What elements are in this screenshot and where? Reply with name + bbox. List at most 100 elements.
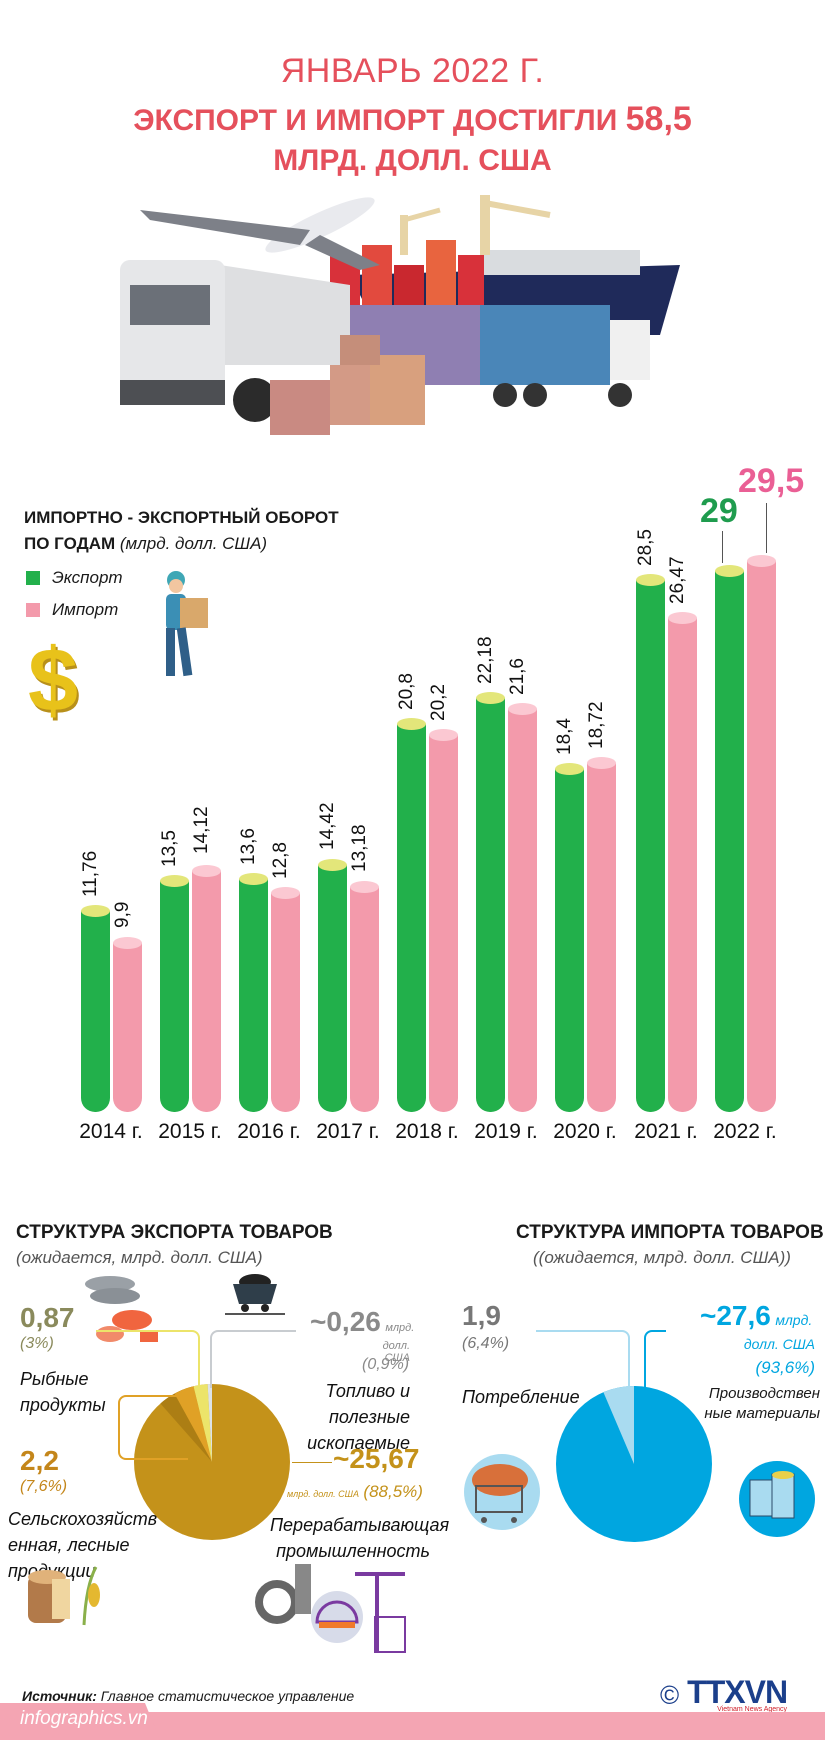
footer-tab bbox=[0, 1703, 160, 1740]
production-pct: (93,6%) bbox=[755, 1358, 815, 1377]
manuf-pct: (88,5%) bbox=[363, 1482, 423, 1501]
production-label-2: ные материалы bbox=[704, 1405, 820, 1422]
fish-label-2: продукты bbox=[20, 1395, 106, 1415]
fuel-unit-2: долл. США bbox=[382, 1340, 410, 1364]
value-label: 12,8 bbox=[270, 842, 291, 879]
import-pie-chart bbox=[556, 1386, 712, 1542]
value-label: 14,42 bbox=[317, 802, 338, 850]
import-structure-subtitle: ((ожидается, млрд. долл. США)) bbox=[533, 1248, 791, 1267]
manuf-label-1: Перерабатывающая bbox=[270, 1515, 450, 1535]
export-swatch-icon bbox=[26, 571, 40, 585]
header-unit: МЛРД. ДОЛЛ. США bbox=[273, 144, 552, 177]
bar-import-2016 bbox=[271, 887, 300, 1112]
bar-import-2014 bbox=[113, 937, 142, 1112]
fuel-label-2: полезные bbox=[328, 1407, 410, 1427]
consumption-value: 1,9 bbox=[462, 1300, 501, 1331]
headline-value: 58,5 bbox=[625, 100, 692, 138]
year-label: 2020 г. bbox=[553, 1120, 617, 1143]
value-label: 9,9 bbox=[112, 901, 133, 928]
value-label: 20,8 bbox=[396, 673, 417, 710]
year-label: 2014 г. bbox=[79, 1120, 143, 1143]
industry-icon bbox=[255, 1564, 406, 1653]
export-structure-title: СТРУКТУРА ЭКСПОРТА ТОВАРОВ bbox=[16, 1222, 333, 1243]
consumption-label: Потребление bbox=[462, 1387, 580, 1407]
bar-export-2014 bbox=[81, 905, 110, 1112]
connector-agri bbox=[118, 1395, 188, 1460]
turnover-title-line1: ИМПОРТНО - ЭКСПОРТНЫЙ ОБОРОТ bbox=[24, 508, 339, 527]
worker-carrying-boxes-icon bbox=[166, 571, 208, 677]
bar-export-2018 bbox=[397, 718, 426, 1112]
value-label: 13,5 bbox=[159, 830, 180, 867]
bar-export-2019 bbox=[476, 692, 505, 1112]
coal-cart-icon bbox=[225, 1274, 285, 1315]
connector-fuel bbox=[210, 1330, 296, 1388]
fish-label: Рыбные продукты bbox=[20, 1366, 106, 1418]
airplane-icon bbox=[140, 197, 380, 270]
bar-import-2017 bbox=[350, 881, 379, 1112]
value-label: 18,72 bbox=[586, 701, 607, 749]
highlight-export-2022: 29 bbox=[700, 492, 738, 530]
fuel-value-block: ~0,26 млрд. bbox=[310, 1306, 414, 1338]
year-label: 2021 г. bbox=[634, 1120, 698, 1143]
legend-import: Импорт bbox=[26, 600, 118, 620]
fuel-label-3: ископаемые bbox=[307, 1433, 410, 1453]
production-value: ~27,6 bbox=[700, 1300, 771, 1331]
callout-line bbox=[722, 531, 723, 563]
manuf-label: Перерабатывающая промышленность bbox=[270, 1512, 450, 1564]
value-label: 13,6 bbox=[238, 828, 259, 865]
headline-text: ЭКСПОРТ И ИМПОРТ ДОСТИГЛИ bbox=[133, 104, 626, 137]
wood-rice-icon bbox=[28, 1566, 100, 1626]
fuel-unit-1: млрд. bbox=[385, 1322, 415, 1334]
source-label: Источник: bbox=[22, 1688, 97, 1704]
production-unit-2: долл. США bbox=[743, 1336, 815, 1352]
header-headline: ЭКСПОРТ И ИМПОРТ ДОСТИГЛИ 58,5 bbox=[0, 100, 825, 139]
callout-line bbox=[766, 503, 767, 553]
export-structure-subtitle: (ожидается, млрд. долл. США) bbox=[16, 1248, 263, 1267]
fuel-label: Топливо и полезные ископаемые bbox=[300, 1378, 410, 1456]
year-label: 2015 г. bbox=[158, 1120, 222, 1143]
header-date: ЯНВАРЬ 2022 Г. bbox=[280, 52, 545, 90]
manuf-unit: млрд. долл. США bbox=[287, 1489, 359, 1499]
fish-label-1: Рыбные bbox=[20, 1369, 89, 1389]
pie-slice-agri-shade bbox=[160, 1386, 212, 1462]
import-swatch-icon bbox=[26, 603, 40, 617]
bar-import-2018 bbox=[429, 729, 458, 1112]
production-value-block: ~27,6 млрд. bbox=[700, 1300, 812, 1332]
consumption-pct: (6,4%) bbox=[462, 1335, 510, 1352]
copyright-icon: © bbox=[660, 1680, 680, 1710]
turnover-chart-title: ИМПОРТНО - ЭКСПОРТНЫЙ ОБОРОТ ПО ГОДАМ (м… bbox=[24, 505, 339, 557]
source-text: Главное статистическое управление bbox=[96, 1688, 355, 1704]
fuel-value: ~0,26 bbox=[310, 1306, 381, 1337]
turnover-title-by-years: ПО ГОДАМ bbox=[24, 534, 120, 553]
manuf-value: ~25,67 bbox=[333, 1443, 420, 1474]
connector-fish bbox=[96, 1330, 200, 1388]
turnover-title-line2: ПО ГОДАМ (млрд. долл. США) bbox=[24, 531, 339, 557]
production-label-1: Производствен bbox=[708, 1385, 820, 1402]
import-structure-title: СТРУКТУРА ИМПОРТА ТОВАРОВ bbox=[516, 1222, 824, 1243]
pie-slice-fish bbox=[193, 1384, 212, 1462]
materials-rolls-icon bbox=[739, 1461, 815, 1537]
connector-consumption bbox=[536, 1330, 630, 1387]
source-note: Источник: Главное статистическое управле… bbox=[22, 1688, 354, 1704]
legend-export: Экспорт bbox=[26, 568, 123, 588]
legend-import-label: Импорт bbox=[52, 600, 119, 619]
brand-block: TTXVN Vietnam News Agency bbox=[687, 1676, 788, 1713]
pie-slice-fuel bbox=[207, 1384, 212, 1462]
value-label: 13,18 bbox=[349, 824, 370, 872]
bar-import-2022 bbox=[747, 555, 776, 1112]
manuf-label-2: промышленность bbox=[276, 1541, 430, 1561]
value-label: 21,6 bbox=[507, 658, 528, 695]
fish-value: 0,87 bbox=[20, 1302, 75, 1333]
site-link[interactable]: infographics.vn bbox=[20, 1708, 148, 1729]
bar-import-2020 bbox=[587, 757, 616, 1112]
legend-export-label: Экспорт bbox=[52, 568, 123, 587]
bar-export-2022 bbox=[715, 565, 744, 1112]
bar-export-2016 bbox=[239, 873, 268, 1112]
ttxvn-logo: © TTXVN Vietnam News Agency bbox=[660, 1676, 788, 1713]
value-label: 22,18 bbox=[475, 636, 496, 684]
fuel-pct: (0,9%) bbox=[362, 1356, 410, 1373]
year-label: 2019 г. bbox=[474, 1120, 538, 1143]
boxes-icon bbox=[270, 335, 425, 435]
bar-import-2015 bbox=[192, 865, 221, 1112]
highlight-import-2022: 29,5 bbox=[738, 462, 805, 500]
